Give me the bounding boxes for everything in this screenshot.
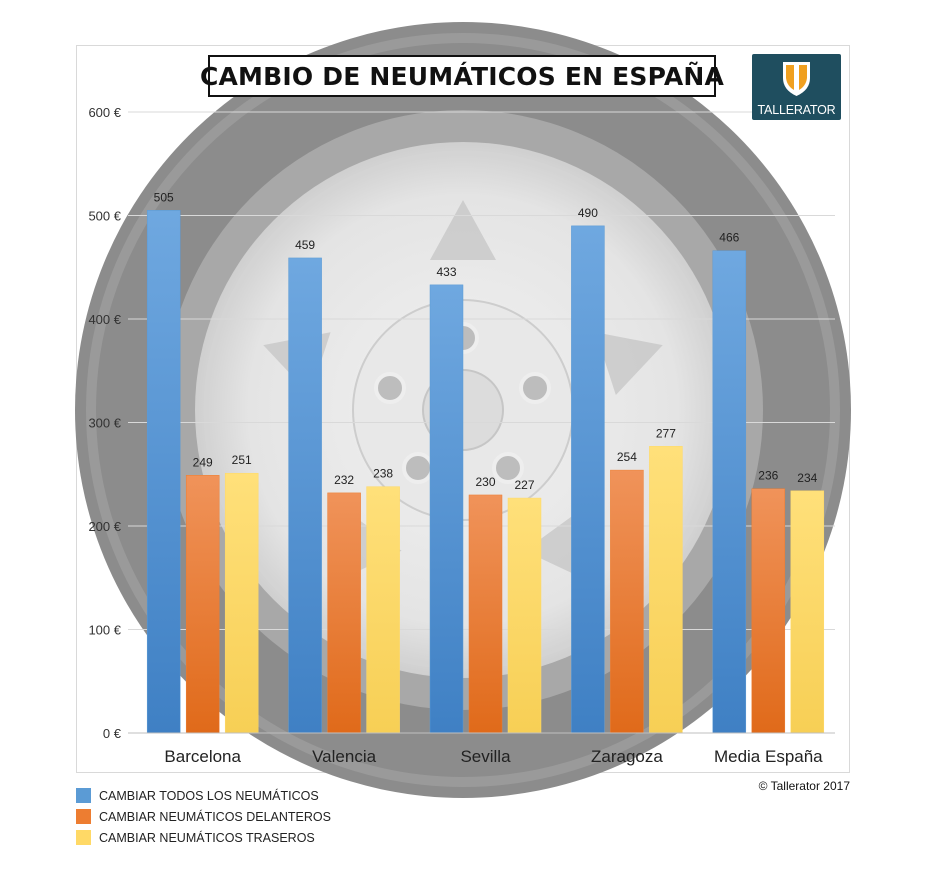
bar: [790, 490, 825, 734]
x-tick-label: Barcelona: [164, 747, 241, 766]
legend-label-traseros: CAMBIAR NEUMÁTICOS TRASEROS: [99, 830, 315, 845]
legend-item-traseros: CAMBIAR NEUMÁTICOS TRASEROS: [76, 827, 331, 848]
data-label: 490: [578, 206, 598, 220]
x-tick-label: Zaragoza: [591, 747, 663, 766]
y-tick-label: 500 €: [88, 209, 121, 224]
data-label: 466: [719, 231, 739, 245]
x-axis-ticks: Barcelona Valencia Sevilla Zaragoza Media Es…: [164, 747, 823, 766]
bar: [366, 486, 400, 734]
y-tick-label: 300 €: [88, 416, 121, 431]
bars: [128, 210, 835, 734]
data-label: 234: [797, 471, 817, 485]
y-axis-ticks: 0 € 100 € 200 € 300 € 400 € 500 € 600 €: [88, 105, 121, 741]
data-label: 232: [334, 473, 354, 487]
bar: [751, 488, 786, 734]
bar: [468, 494, 503, 734]
tallerator-logo: TALLERATOR: [752, 54, 841, 120]
logo-text: TALLERATOR: [757, 103, 836, 117]
legend-item-delanteros: CAMBIAR NEUMÁTICOS DELANTEROS: [76, 806, 331, 827]
bar: [146, 210, 181, 734]
bar: [571, 225, 605, 734]
legend-label-todos: CAMBIAR TODOS LOS NEUMÁTICOS: [99, 788, 319, 803]
bar: [185, 475, 220, 734]
y-tick-label: 0 €: [103, 726, 122, 741]
bar: [712, 250, 747, 734]
data-label: 227: [514, 478, 534, 492]
legend-label-delanteros: CAMBIAR NEUMÁTICOS DELANTEROS: [99, 809, 331, 824]
chart-title: CAMBIO DE NEUMÁTICOS EN ESPAÑA: [200, 55, 724, 97]
x-tick-label: Valencia: [312, 747, 376, 766]
copyright-note: © Tallerator 2017: [758, 779, 850, 793]
y-tick-label: 600 €: [88, 105, 121, 120]
bar: [610, 469, 644, 734]
bar: [288, 257, 322, 734]
bar: [507, 497, 542, 734]
legend: CAMBIAR TODOS LOS NEUMÁTICOS CAMBIAR NEU…: [76, 785, 331, 848]
bar: [649, 446, 683, 734]
data-labels: 505 249 251 459 232 238 433 230 227 490 254 277 466 2…: [154, 190, 818, 492]
data-label: 459: [295, 238, 315, 252]
data-label: 238: [373, 467, 393, 481]
data-label: 254: [617, 450, 637, 464]
data-label: 230: [475, 475, 495, 489]
data-label: 505: [154, 190, 174, 204]
legend-swatch-traseros: [76, 830, 91, 845]
x-tick-label: Sevilla: [460, 747, 511, 766]
y-tick-label: 100 €: [88, 623, 121, 638]
bar: [429, 284, 464, 734]
legend-swatch-delanteros: [76, 809, 91, 824]
data-label: 277: [656, 426, 676, 440]
x-tick-label: Media España: [714, 747, 823, 766]
data-label: 251: [232, 453, 252, 467]
shield-icon: [783, 62, 810, 96]
legend-item-todos: CAMBIAR TODOS LOS NEUMÁTICOS: [76, 785, 331, 806]
y-tick-label: 200 €: [88, 519, 121, 534]
bar: [224, 472, 259, 734]
bar: [327, 492, 361, 734]
legend-swatch-todos: [76, 788, 91, 803]
data-label: 249: [193, 455, 213, 469]
y-tick-label: 400 €: [88, 312, 121, 327]
data-label: 433: [436, 265, 456, 279]
data-label: 236: [758, 469, 778, 483]
